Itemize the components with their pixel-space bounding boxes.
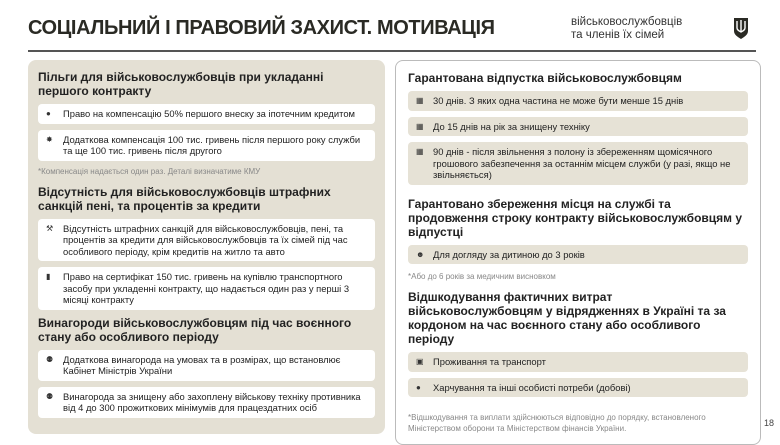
subtitle-line: та членів їх сімей [571,29,665,41]
percent-icon: ● [46,109,51,118]
item-text: Право на компенсацію 50% першого внеску … [63,108,355,119]
section-heading: Пільги для військовослужбовців при уклад… [38,70,324,98]
child-icon: ☻ [416,249,425,259]
note: *Компенсація надається один раз. Деталі … [38,166,261,176]
list-item: ✸ Додаткова компенсація 100 тис. гривень … [38,129,375,161]
item-text: Відсутність штрафних санкцій для військо… [63,222,348,257]
apple-icon: ● [416,382,421,392]
item-text: 90 днів - після звільнення з полону із з… [433,146,731,180]
trident-emblem-icon [734,18,748,39]
list-item: ⚉ Винагорода за знищену або захоплену вій… [38,386,375,418]
section-heading: Гарантована відпустка військовослужбовця… [408,71,682,85]
calendar-icon: ▦ [416,96,424,105]
section-heading: Відсутність для військовослужбовців штра… [38,184,331,213]
award-icon: ⚉ [46,391,54,401]
badge-icon: ✸ [46,134,53,144]
bus-icon: ▣ [416,357,424,366]
section-heading: Винагороди військовослужбовцям під час в… [38,315,352,344]
certificate-icon: ▮ [46,272,51,281]
item-text: Право на сертифікат 150 тис. гривень на … [63,271,350,305]
list-item: ● Харчування та інші особисті потреби (до… [408,377,748,397]
list-item: ▦ До 15 днів на рік за знищену техніку [408,116,748,136]
right-panel: Гарантована відпустка військовослужбовця… [395,60,761,445]
subtitle-line: військовослужбовців [571,16,683,28]
item-text: 30 днів. З яких одна частина не може бут… [433,95,684,106]
item-text: Проживання та транспорт [433,356,546,367]
left-panel: Пільги для військовослужбовців при уклад… [28,60,385,434]
list-item: ▦ 90 днів - після звільнення з полону із … [408,142,748,185]
section-heading: Відшкодування фактичних витрат військово… [408,290,726,346]
list-item: ⚒ Відсутність штрафних санкцій для військ… [38,218,375,261]
list-item: ▣ Проживання та транспорт [408,352,748,372]
item-text: Винагорода за знищену або захоплену війс… [63,390,361,414]
item-text: Додаткова компенсація 100 тис. гривень п… [63,133,361,157]
calendar-icon: ▦ [416,147,424,156]
list-item: ▦ 30 днів. З яких одна частина не може бу… [408,91,748,111]
award-icon: ⚉ [46,354,54,364]
section-heading: Гарантовано збереження місця на службі т… [408,196,743,239]
item-text: Для догляду за дитиною до 3 років [433,248,585,260]
item-text: Додаткова винагорода на умовах та в розм… [63,353,341,377]
header-divider [28,50,756,52]
list-item: ☻ Для догляду за дитиною до 3 років [408,244,748,264]
item-text: До 15 днів на рік за знищену техніку [433,120,590,132]
list-item: ⚉ Додаткова винагорода на умовах та в роз… [38,349,375,381]
footnote: *Відшкодування та виплати здійснюються в… [408,413,706,433]
page-title: СОЦІАЛЬНИЙ І ПРАВОВИЙ ЗАХИСТ. МОТИВАЦІЯ [28,17,495,39]
list-item: ● Право на компенсацію 50% першого внеску… [38,104,375,124]
gavel-icon: ⚒ [46,223,54,233]
note: *Або до 6 років за медичним висновком [408,272,556,281]
page-number: 18 [764,418,775,428]
page-subtitle: військовослужбовців та членів їх сімей [571,16,682,42]
item-text: Харчування та інші особисті потреби (доб… [433,381,631,393]
calendar-icon: ▦ [416,121,424,131]
list-item: ▮ Право на сертифікат 150 тис. гривень на… [38,267,375,310]
